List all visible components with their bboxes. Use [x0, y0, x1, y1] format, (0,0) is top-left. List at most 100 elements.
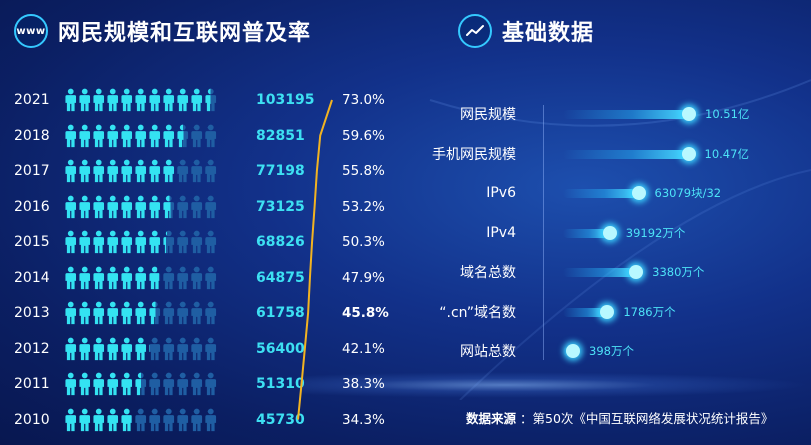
person-icon — [163, 124, 175, 147]
person-icon — [191, 372, 203, 396]
row-penetration: 38.3% — [342, 376, 385, 392]
table-row: 2015 68826 50.3% — [0, 224, 400, 260]
person-icon — [79, 408, 91, 431]
row-netizens: 82851 — [256, 127, 305, 144]
row-year: 2015 — [14, 234, 50, 250]
table-row: 2011 51310 38.3% — [0, 366, 400, 402]
data-source-text: ：第50次《中国互联网络发展状况统计报告》 — [520, 410, 774, 426]
person-icon — [205, 337, 217, 360]
person-icon — [65, 88, 77, 112]
row-netizens: 64875 — [256, 269, 305, 286]
stat-bar — [563, 228, 610, 238]
person-icon-bar — [64, 301, 218, 325]
row-penetration: 73.0% — [342, 92, 385, 108]
data-source-label: 数据来源 — [466, 410, 517, 426]
person-icon — [191, 301, 203, 325]
person-icon — [177, 230, 189, 254]
row-netizens: 51310 — [256, 376, 305, 392]
person-icon — [107, 301, 119, 325]
person-icon — [79, 230, 91, 254]
person-icon — [65, 230, 77, 254]
person-icon — [79, 88, 91, 112]
person-icon — [149, 301, 161, 325]
person-icon — [135, 337, 147, 360]
row-netizens: 68826 — [256, 234, 305, 250]
row-year: 2018 — [14, 127, 50, 144]
person-icon — [177, 301, 189, 325]
person-icon — [93, 266, 105, 289]
row-penetration: 34.3% — [342, 411, 385, 428]
person-icon — [205, 88, 217, 112]
stat-row: IPv6 63079块/32 — [380, 178, 800, 208]
row-year: 2011 — [14, 376, 50, 392]
person-icon — [191, 266, 203, 289]
person-icon — [177, 195, 189, 218]
person-icon — [65, 337, 77, 360]
person-icon — [79, 266, 91, 289]
person-icon — [135, 266, 147, 289]
person-icon — [93, 230, 105, 254]
www-globe-icon: www — [14, 14, 48, 48]
person-icon — [121, 159, 133, 183]
person-icon — [177, 159, 189, 183]
person-icon — [177, 408, 189, 431]
person-icon — [163, 88, 175, 112]
person-icon-bar — [64, 124, 218, 148]
table-row: 2017 77198 55.8% — [0, 153, 400, 189]
person-icon — [93, 195, 105, 218]
person-icon — [93, 408, 105, 431]
data-source: 数据来源 ：第50次《中国互联网络发展状况统计报告》 — [466, 406, 773, 428]
person-icon — [121, 124, 133, 147]
stat-bar-endpoint — [629, 265, 644, 279]
person-icon — [191, 124, 203, 147]
person-icon — [177, 372, 189, 396]
stat-bar — [563, 189, 639, 198]
person-icon — [107, 372, 119, 396]
person-icon — [135, 230, 147, 254]
person-icon — [135, 124, 147, 147]
person-icon — [65, 372, 77, 396]
person-icon — [121, 230, 133, 254]
person-icon — [163, 408, 175, 431]
row-year: 2010 — [14, 411, 50, 428]
person-icon — [163, 230, 175, 254]
row-netizens: 61758 — [256, 305, 305, 321]
population-title-text: 网民规模和互联网普及率 — [58, 21, 312, 46]
person-icon-bar — [64, 337, 218, 361]
stat-bar — [563, 110, 689, 119]
person-icon — [79, 124, 91, 147]
stat-bar-endpoint — [682, 107, 696, 121]
stat-row: “.cn”域名数 1786万个 — [380, 297, 800, 327]
person-icon — [149, 266, 161, 289]
person-icon — [205, 230, 217, 254]
person-icon — [121, 301, 133, 325]
person-icon — [191, 337, 203, 360]
row-penetration: 50.3% — [342, 234, 385, 250]
row-year: 2012 — [14, 340, 50, 357]
person-icon — [205, 195, 217, 218]
row-netizens: 45730 — [256, 411, 305, 428]
person-icon — [93, 159, 105, 183]
person-icon — [205, 372, 217, 396]
stat-label: 手机网民规模 — [432, 146, 516, 163]
row-penetration: 55.8% — [342, 163, 385, 179]
row-penetration: 53.2% — [342, 198, 385, 215]
person-icon-bar — [64, 230, 218, 254]
person-icon — [107, 266, 119, 289]
person-icon — [121, 408, 133, 431]
person-icon — [191, 159, 203, 183]
table-row: 2010 45730 34.3% — [0, 402, 400, 438]
person-icon — [163, 266, 175, 289]
person-icon — [205, 159, 217, 183]
person-icon — [79, 372, 91, 396]
stat-bar-endpoint — [631, 186, 646, 200]
person-icon — [135, 159, 147, 183]
person-icon — [135, 88, 147, 112]
person-icon — [65, 159, 77, 183]
person-icon — [163, 159, 175, 183]
www-icon-label: www — [16, 25, 46, 37]
person-icon — [135, 408, 147, 431]
person-icon — [121, 266, 133, 289]
person-icon — [177, 266, 189, 289]
person-icon — [163, 195, 175, 218]
